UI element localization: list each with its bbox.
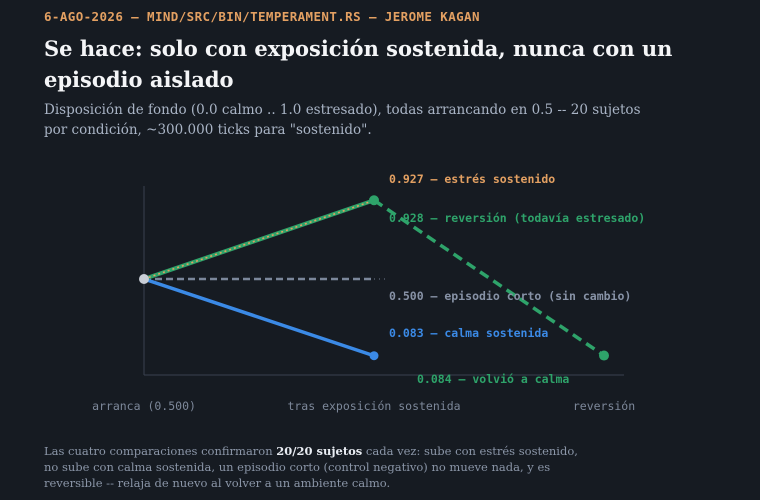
point-start — [139, 274, 149, 284]
series-line-reversion-drop — [373, 198, 605, 357]
data-label-estres-sostenido: 0.927 — estrés sostenido — [389, 172, 555, 186]
point-reversion-peak — [369, 195, 379, 206]
meta-line: 6-AGO-2026 — MIND/SRC/BIN/TEMPERAMENT.RS… — [44, 9, 480, 24]
x-tick-label-0: arranca (0.500) — [92, 399, 196, 413]
data-label-calma-sostenida: 0.083 — calma sostenida — [389, 326, 548, 340]
data-label-episodio-corto: 0.500 — episodio corto (sin cambio) — [389, 289, 631, 303]
footnote-text-before: Las cuatro comparaciones confirmaron — [44, 444, 277, 458]
series-line-calma-sostenida — [143, 277, 375, 358]
x-tick-label-2: reversión — [573, 399, 635, 413]
footnote: Las cuatro comparaciones confirmaron 20/… — [44, 443, 584, 491]
series-line-estres-sostenido — [143, 199, 375, 280]
point-reversion-end — [599, 350, 609, 361]
page-subtitle: Disposición de fondo (0.0 calmo .. 1.0 e… — [44, 102, 641, 138]
x-tick-label-1: tras exposición sostenida — [287, 399, 460, 413]
data-label-reversion-peak: 0.928 — reversión (todavía estresado) — [389, 211, 645, 225]
page-title: Se hace: solo con exposición sostenida, … — [44, 36, 673, 92]
data-label-reversion-end: 0.084 — volvió a calma — [417, 372, 569, 386]
point-calma-sostenida — [369, 351, 379, 361]
line-chart: 0.927 — estrés sostenido 0.928 — reversió… — [92, 172, 645, 413]
footnote-subjects: 20/20 sujetos — [276, 444, 363, 458]
footnote-text-after: cada vez: sube con estrés sostenido, no … — [44, 444, 578, 490]
